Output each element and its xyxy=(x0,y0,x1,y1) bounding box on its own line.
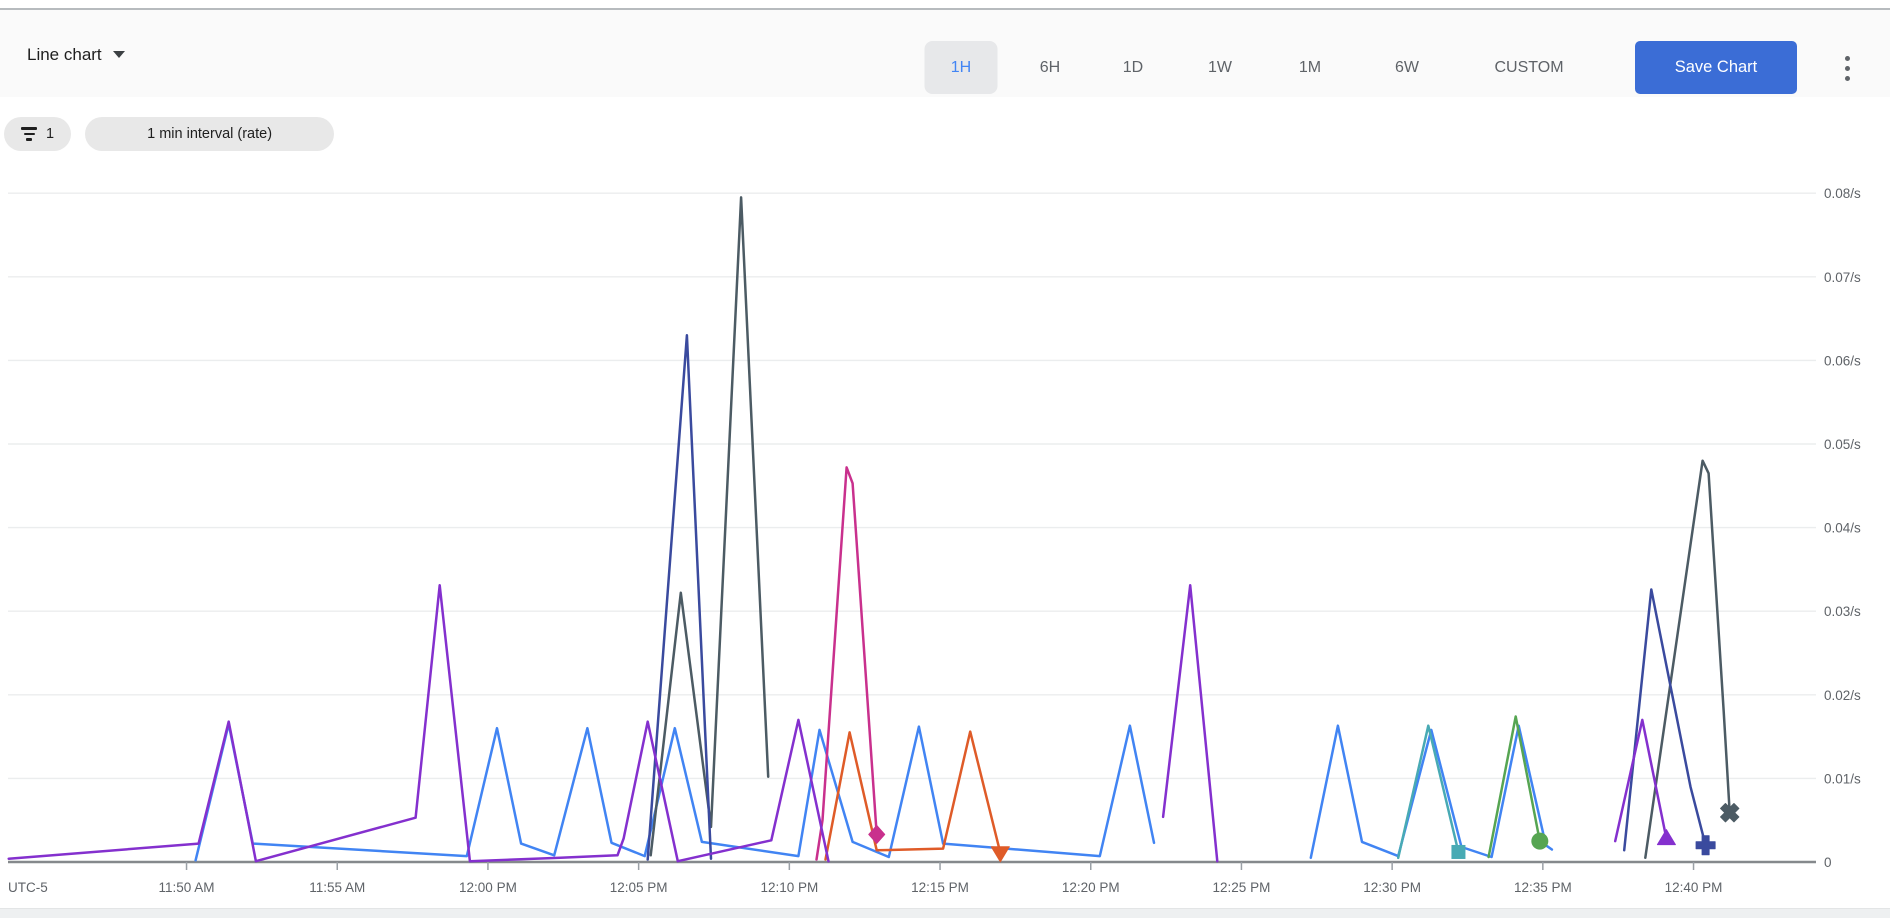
series-line-purple-b[interactable] xyxy=(1161,584,1219,863)
chart-type-label: Line chart xyxy=(27,44,102,64)
time-range-button-1h[interactable]: 1H xyxy=(924,41,998,94)
y-axis-label: 0.02/s xyxy=(1824,688,1861,703)
time-range-button-1m[interactable]: 1M xyxy=(1293,41,1327,94)
y-axis-label: 0.06/s xyxy=(1824,353,1861,368)
y-axis-label: 0 xyxy=(1824,855,1832,870)
x-axis-label: 12:10 PM xyxy=(760,880,818,895)
interval-chip-label: 1 min interval (rate) xyxy=(147,126,273,142)
interval-chip[interactable]: 1 min interval (rate) xyxy=(85,117,335,151)
time-range-button-custom[interactable]: CUSTOM xyxy=(1488,41,1569,94)
time-range-button-1d[interactable]: 1D xyxy=(1117,41,1149,94)
filter-count-label: 1 xyxy=(46,126,55,142)
x-axis-label: 12:30 PM xyxy=(1363,880,1421,895)
series-line-orange[interactable] xyxy=(824,730,1002,861)
chart-type-dropdown[interactable]: Line chart xyxy=(27,10,125,99)
time-range-button-1w[interactable]: 1W xyxy=(1202,41,1238,94)
y-axis-label: 0.04/s xyxy=(1824,521,1861,536)
series-line-purple-a[interactable] xyxy=(7,584,830,863)
y-axis-label: 0.05/s xyxy=(1824,437,1861,452)
x-axis-label: 12:00 PM xyxy=(459,880,517,895)
y-axis-label: 0.01/s xyxy=(1824,771,1861,786)
series-line-blue-a[interactable] xyxy=(194,722,1156,862)
x-axis-label: 11:55 AM xyxy=(309,880,365,895)
x-axis-label: 12:15 PM xyxy=(911,880,969,895)
series-line-slate-a[interactable] xyxy=(649,196,770,857)
x-axis-label: 12:40 PM xyxy=(1665,880,1723,895)
series-line-navy-b[interactable] xyxy=(1622,588,1707,852)
series-line-blue-b[interactable] xyxy=(1309,724,1554,860)
series-line-navy-a[interactable] xyxy=(646,334,713,861)
filter-count-chip[interactable]: 1 xyxy=(4,117,72,151)
utc-offset-label: UTC-5 xyxy=(8,880,48,895)
filter-chip-row: 1 1 min interval (rate) xyxy=(4,117,335,151)
kebab-menu-icon[interactable] xyxy=(1840,56,1854,81)
series-line-purple-c[interactable] xyxy=(1613,718,1668,843)
time-range-button-6h[interactable]: 6H xyxy=(1034,41,1066,94)
y-axis-label: 0.03/s xyxy=(1824,604,1861,619)
chevron-down-icon xyxy=(112,51,125,58)
y-axis-label: 0.07/s xyxy=(1824,270,1861,285)
y-axis-label: 0.08/s xyxy=(1824,186,1861,201)
filter-icon xyxy=(21,127,37,141)
series-end-marker-green-circle[interactable] xyxy=(1531,832,1549,850)
x-axis-label: 12:35 PM xyxy=(1514,880,1572,895)
x-axis-label: 11:50 AM xyxy=(159,880,215,895)
chart-toolbar: Line chart 1H 6H 1D 1W 1M 6W CUSTOM Save Chart xyxy=(0,8,1890,97)
series-end-marker-orange-triangle-down[interactable] xyxy=(990,846,1010,863)
series-end-marker-teal-square[interactable] xyxy=(1451,844,1466,859)
x-axis-label: 12:20 PM xyxy=(1062,880,1120,895)
series-end-marker-pink-diamond[interactable] xyxy=(868,824,886,844)
time-range-button-6w[interactable]: 6W xyxy=(1389,41,1425,94)
series-line-green[interactable] xyxy=(1487,715,1542,859)
series-end-marker-navy-b-plus[interactable] xyxy=(1695,835,1716,856)
series-line-teal[interactable] xyxy=(1396,724,1460,860)
next-card-edge xyxy=(0,908,1890,918)
save-chart-button[interactable]: Save Chart xyxy=(1635,41,1797,94)
series-end-marker-slate-b-x[interactable] xyxy=(1716,799,1743,826)
series-line-slate-b[interactable] xyxy=(1644,459,1731,860)
series-end-marker-purple-c-triangle-up[interactable] xyxy=(1656,829,1676,846)
x-axis-label: 12:25 PM xyxy=(1213,880,1271,895)
series-line-pink[interactable] xyxy=(815,466,878,861)
x-axis-label: 12:05 PM xyxy=(610,880,668,895)
